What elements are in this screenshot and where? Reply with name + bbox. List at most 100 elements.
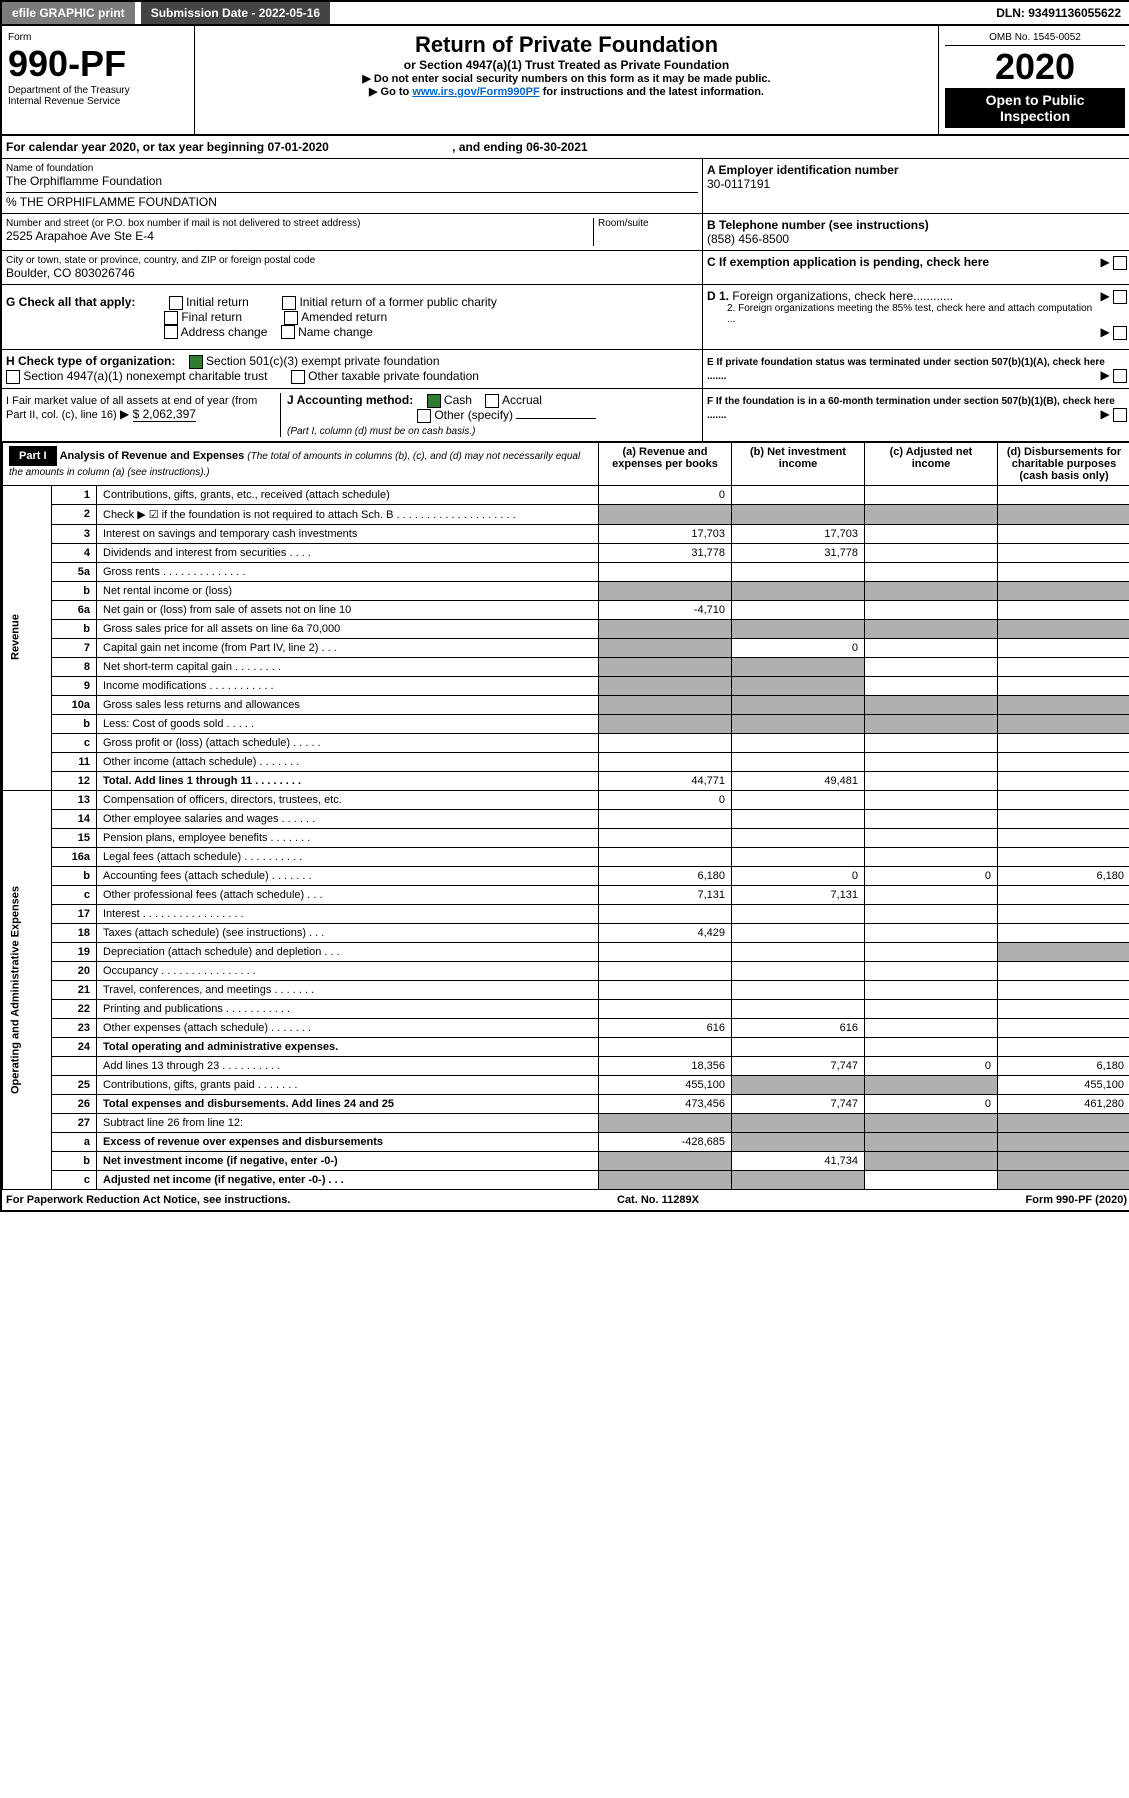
row-text: Interest . . . . . . . . . . . . . . . .…: [97, 904, 599, 923]
j-cash-checkbox[interactable]: [427, 394, 441, 408]
irs-label: Internal Revenue Service: [8, 96, 188, 107]
row-number: [52, 1056, 97, 1075]
cell-d: [998, 904, 1129, 923]
table-row: 9Income modifications . . . . . . . . . …: [3, 676, 1129, 695]
table-row: 6aNet gain or (loss) from sale of assets…: [3, 600, 1129, 619]
d2-checkbox[interactable]: [1113, 326, 1127, 340]
row-number: 13: [52, 790, 97, 809]
cell-a: [599, 999, 732, 1018]
g-final-return-checkbox[interactable]: [164, 311, 178, 325]
cell-c: [865, 1113, 998, 1132]
row-text: Gross profit or (loss) (attach schedule)…: [97, 733, 599, 752]
cell-d: [998, 828, 1129, 847]
cell-a: [599, 581, 732, 600]
cell-a: [599, 961, 732, 980]
g-amended-checkbox[interactable]: [284, 311, 298, 325]
cell-c: [865, 676, 998, 695]
row-number: 10a: [52, 695, 97, 714]
cell-b: 7,747: [732, 1056, 865, 1075]
table-row: 18Taxes (attach schedule) (see instructi…: [3, 923, 1129, 942]
table-row: 14Other employee salaries and wages . . …: [3, 809, 1129, 828]
row-number: 18: [52, 923, 97, 942]
instructions-link[interactable]: www.irs.gov/Form990PF: [412, 86, 539, 98]
cell-c: [865, 485, 998, 504]
efile-button[interactable]: efile GRAPHIC print: [2, 2, 135, 24]
cell-c: [865, 961, 998, 980]
cell-d: [998, 1018, 1129, 1037]
row-number: b: [52, 1151, 97, 1170]
table-row: 10aGross sales less returns and allowanc…: [3, 695, 1129, 714]
g-initial-return-checkbox[interactable]: [169, 296, 183, 310]
row-number: 24: [52, 1037, 97, 1056]
row-text: Add lines 13 through 23 . . . . . . . . …: [97, 1056, 599, 1075]
c-checkbox[interactable]: [1113, 256, 1127, 270]
calendar-year-row: For calendar year 2020, or tax year begi…: [2, 136, 1129, 159]
g-name-change-checkbox[interactable]: [281, 325, 295, 339]
row-number: 2: [52, 504, 97, 524]
cell-b: [732, 1132, 865, 1151]
cell-a: [599, 619, 732, 638]
h-other-checkbox[interactable]: [291, 370, 305, 384]
j-accrual-checkbox[interactable]: [485, 394, 499, 408]
cell-c: [865, 999, 998, 1018]
g-initial-public-checkbox[interactable]: [282, 296, 296, 310]
cell-c: [865, 809, 998, 828]
h-4947-checkbox[interactable]: [6, 370, 20, 384]
row-number: 26: [52, 1094, 97, 1113]
cell-b: [732, 904, 865, 923]
d1-checkbox[interactable]: [1113, 290, 1127, 304]
cell-a: [599, 1151, 732, 1170]
cell-d: 6,180: [998, 866, 1129, 885]
cell-c: [865, 657, 998, 676]
part1-heading: Analysis of Revenue and Expenses: [60, 450, 245, 462]
c-label: C If exemption application is pending, c…: [707, 255, 989, 269]
i-value: $ 2,062,397: [133, 407, 196, 422]
table-row: bNet rental income or (loss): [3, 581, 1129, 600]
cell-c: [865, 600, 998, 619]
cell-c: [865, 562, 998, 581]
cell-d: [998, 980, 1129, 999]
h-label: H Check type of organization:: [6, 354, 175, 368]
cell-c: [865, 752, 998, 771]
name-label: Name of foundation: [6, 163, 698, 174]
cell-b: [732, 619, 865, 638]
row-number: c: [52, 885, 97, 904]
j-other-checkbox[interactable]: [417, 409, 431, 423]
cell-d: [998, 942, 1129, 961]
cell-d: [998, 581, 1129, 600]
row-text: Gross sales less returns and allowances: [97, 695, 599, 714]
row-number: a: [52, 1132, 97, 1151]
cell-c: [865, 524, 998, 543]
h-501c3-checkbox[interactable]: [189, 355, 203, 369]
row-number: 20: [52, 961, 97, 980]
submission-date-badge: Submission Date - 2022-05-16: [141, 2, 330, 24]
e-checkbox[interactable]: [1113, 369, 1127, 383]
cell-c: [865, 1037, 998, 1056]
cell-d: 6,180: [998, 1056, 1129, 1075]
cell-b: [732, 581, 865, 600]
cell-c: [865, 904, 998, 923]
row-text: Total. Add lines 1 through 11 . . . . . …: [97, 771, 599, 790]
row-number: b: [52, 581, 97, 600]
cell-b: 41,734: [732, 1151, 865, 1170]
cell-b: [732, 752, 865, 771]
row-text: Other professional fees (attach schedule…: [97, 885, 599, 904]
cell-b: 7,747: [732, 1094, 865, 1113]
row-number: 9: [52, 676, 97, 695]
cell-a: [599, 504, 732, 524]
f-checkbox[interactable]: [1113, 408, 1127, 422]
j-label: J Accounting method:: [287, 393, 413, 407]
cell-d: 455,100: [998, 1075, 1129, 1094]
cell-c: [865, 885, 998, 904]
row-text: Occupancy . . . . . . . . . . . . . . . …: [97, 961, 599, 980]
row-text: Adjusted net income (if negative, enter …: [97, 1170, 599, 1189]
cell-b: [732, 790, 865, 809]
row-number: 23: [52, 1018, 97, 1037]
g-address-change-checkbox[interactable]: [164, 325, 178, 339]
cell-b: [732, 504, 865, 524]
address-label: Number and street (or P.O. box number if…: [6, 218, 593, 229]
row-number: 22: [52, 999, 97, 1018]
cell-a: 7,131: [599, 885, 732, 904]
cell-b: [732, 980, 865, 999]
cell-a: 31,778: [599, 543, 732, 562]
